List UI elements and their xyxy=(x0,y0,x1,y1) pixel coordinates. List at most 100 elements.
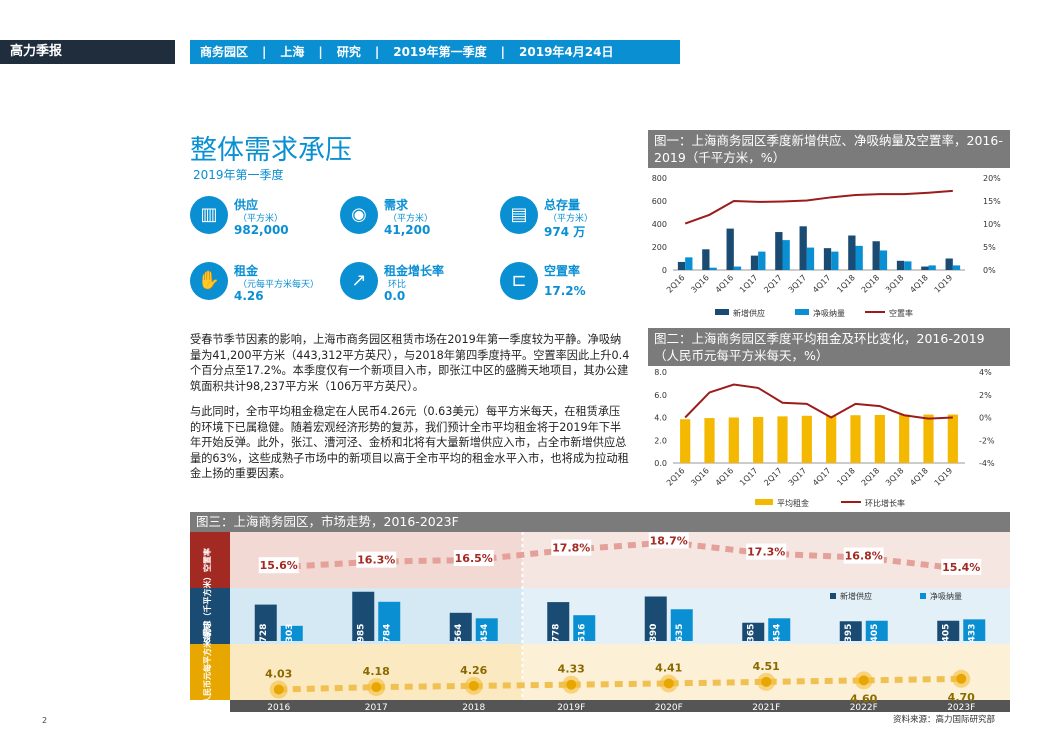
x-tick-label: 2Q18 xyxy=(860,273,882,295)
legend-swatch-absorption xyxy=(795,309,809,315)
x-tick-label: 4Q17 xyxy=(811,466,833,488)
y2-tick-label: 2% xyxy=(979,391,992,400)
x-axis-band xyxy=(230,700,1010,712)
x-tick-label: 1Q18 xyxy=(835,466,857,488)
x-tick-label: 3Q17 xyxy=(787,273,809,295)
supply-label: 778 xyxy=(551,624,561,643)
kpi-label: 需求 xyxy=(384,198,409,212)
vacancy-label: 18.7% xyxy=(650,534,688,547)
trend-chart-icon: ↗ xyxy=(340,262,378,300)
kpi-label: 空置率 xyxy=(544,264,581,278)
kpi-rent-growth: ↗ 租金增长率 环比 0.0 xyxy=(340,262,490,312)
legend-swatch-rent xyxy=(755,499,773,505)
y-tick-label: 0 xyxy=(662,266,667,275)
bar-supply xyxy=(352,591,375,641)
bar-absorption xyxy=(280,625,303,641)
rent-marker xyxy=(663,678,674,689)
bar-supply xyxy=(726,228,734,270)
bar-absorption xyxy=(904,261,912,270)
body-paragraph: 受春节季节因素的影响，上海市商务园区租赁市场在2019年第一季度较为平静。净吸纳… xyxy=(190,333,630,393)
rent-label: 4.26 xyxy=(460,664,487,677)
absorption-label: 303 xyxy=(285,624,295,643)
kpi-demand: ◉ 需求 （平方米） 41,200 xyxy=(340,196,490,246)
bar-supply xyxy=(823,248,832,270)
x-tick-label: 1Q19 xyxy=(933,466,955,488)
bar-absorption xyxy=(879,250,888,270)
row-bg xyxy=(230,644,1010,700)
x-tick-label: 2Q17 xyxy=(762,466,784,488)
meta-item: 2019年第一季度 xyxy=(393,45,487,59)
vacancy-label: 17.3% xyxy=(747,546,785,559)
hand-coin-icon: ✋ xyxy=(190,262,228,300)
vacancy-label: 16.8% xyxy=(845,550,883,563)
meta-separator: | xyxy=(262,45,267,59)
legend-label: 平均租金 xyxy=(777,498,809,508)
kpi-value: 41,200 xyxy=(384,223,431,237)
bar-rent xyxy=(704,418,715,463)
source-note: 资料来源：高力国际研究部 xyxy=(893,715,996,725)
legend-label: 净吸纳量 xyxy=(930,591,962,601)
kpi-stock: ▤ 总存量 （平方米） 974 万 xyxy=(500,196,650,246)
legend-label: 新增供应 xyxy=(840,591,872,601)
kpi-supply: ▥ 供应 （平方米） 982,000 xyxy=(190,196,340,246)
bar-rent xyxy=(850,415,861,463)
meta-item: 商务园区 xyxy=(200,45,249,59)
bar-supply xyxy=(921,266,929,270)
figure-2-chart: 0.02.04.06.08.0-4%-2%0%2%4%2Q16 3Q16 4Q16 1… xyxy=(654,368,995,508)
meta-item: 研究 xyxy=(336,45,361,59)
bar-supply xyxy=(449,612,472,641)
vacancy-label: 17.8% xyxy=(552,542,590,555)
y2-tick-label: 15% xyxy=(983,197,1001,206)
vacancy-label: 16.5% xyxy=(455,552,493,565)
x-tick-label: 4Q16 xyxy=(714,466,736,488)
meta-item: 上海 xyxy=(280,45,305,59)
bar-supply xyxy=(677,261,686,270)
x-tick-label: 2017 xyxy=(365,703,388,712)
body-paragraph: 与此同时，全市平均租金稳定在人民币4.26元（0.63美元）每平方米每天，在租赁… xyxy=(190,405,629,480)
rent-marker xyxy=(761,676,772,687)
bar-absorption xyxy=(758,251,766,270)
page-number: 2 xyxy=(42,716,48,725)
y-tick-label: 400 xyxy=(652,220,667,229)
rent-label: 4.70 xyxy=(948,691,975,704)
kpi-vacancy: ⊏ 空置率 17.2% xyxy=(500,262,650,312)
vacancy-label: 16.3% xyxy=(357,554,395,567)
y2-tick-label: 0% xyxy=(979,414,992,423)
rent-label: 4.60 xyxy=(850,692,877,705)
page-subtitle: 2019年第一季度 xyxy=(193,168,284,182)
bar-absorption xyxy=(855,245,863,270)
y2-tick-label: -4% xyxy=(979,459,995,468)
x-tick-label: 2022F xyxy=(850,703,878,712)
row-label-bg xyxy=(190,644,230,700)
x-tick-label: 1Q19 xyxy=(933,273,955,295)
bar-absorption xyxy=(475,618,498,641)
bar-absorption xyxy=(831,251,839,270)
kpi-unit: （平方米） xyxy=(548,214,594,224)
rent-label: 4.03 xyxy=(265,668,292,681)
legend-swatch-absorption xyxy=(920,593,926,599)
x-tick-label: 2Q18 xyxy=(860,466,882,488)
bar-rent xyxy=(777,416,788,463)
absorption-label: 635 xyxy=(675,624,685,643)
x-tick-label: 2016 xyxy=(267,703,290,712)
rent-label: 4.33 xyxy=(558,663,585,676)
bar-supply xyxy=(839,621,862,641)
bar-rent xyxy=(826,415,837,463)
vacancy-label: 15.4% xyxy=(942,561,980,574)
x-tick-label: 2021F xyxy=(752,703,780,712)
vacancy-label-bg xyxy=(648,532,689,549)
page-title: 整体需求承压 xyxy=(190,135,352,166)
absorption-label: 516 xyxy=(577,624,587,643)
y-tick-label: 2.0 xyxy=(654,436,667,445)
eye-magnifier-icon: ◉ xyxy=(340,196,378,234)
meta-separator: | xyxy=(500,45,506,59)
supply-label: 365 xyxy=(746,624,756,643)
row-label-bg xyxy=(190,532,230,588)
bar-absorption xyxy=(733,266,742,270)
bar-supply xyxy=(799,226,807,270)
bar-absorption xyxy=(928,265,936,270)
vacancy-label-bg xyxy=(453,550,494,566)
x-tick-label: 1Q17 xyxy=(738,273,760,295)
